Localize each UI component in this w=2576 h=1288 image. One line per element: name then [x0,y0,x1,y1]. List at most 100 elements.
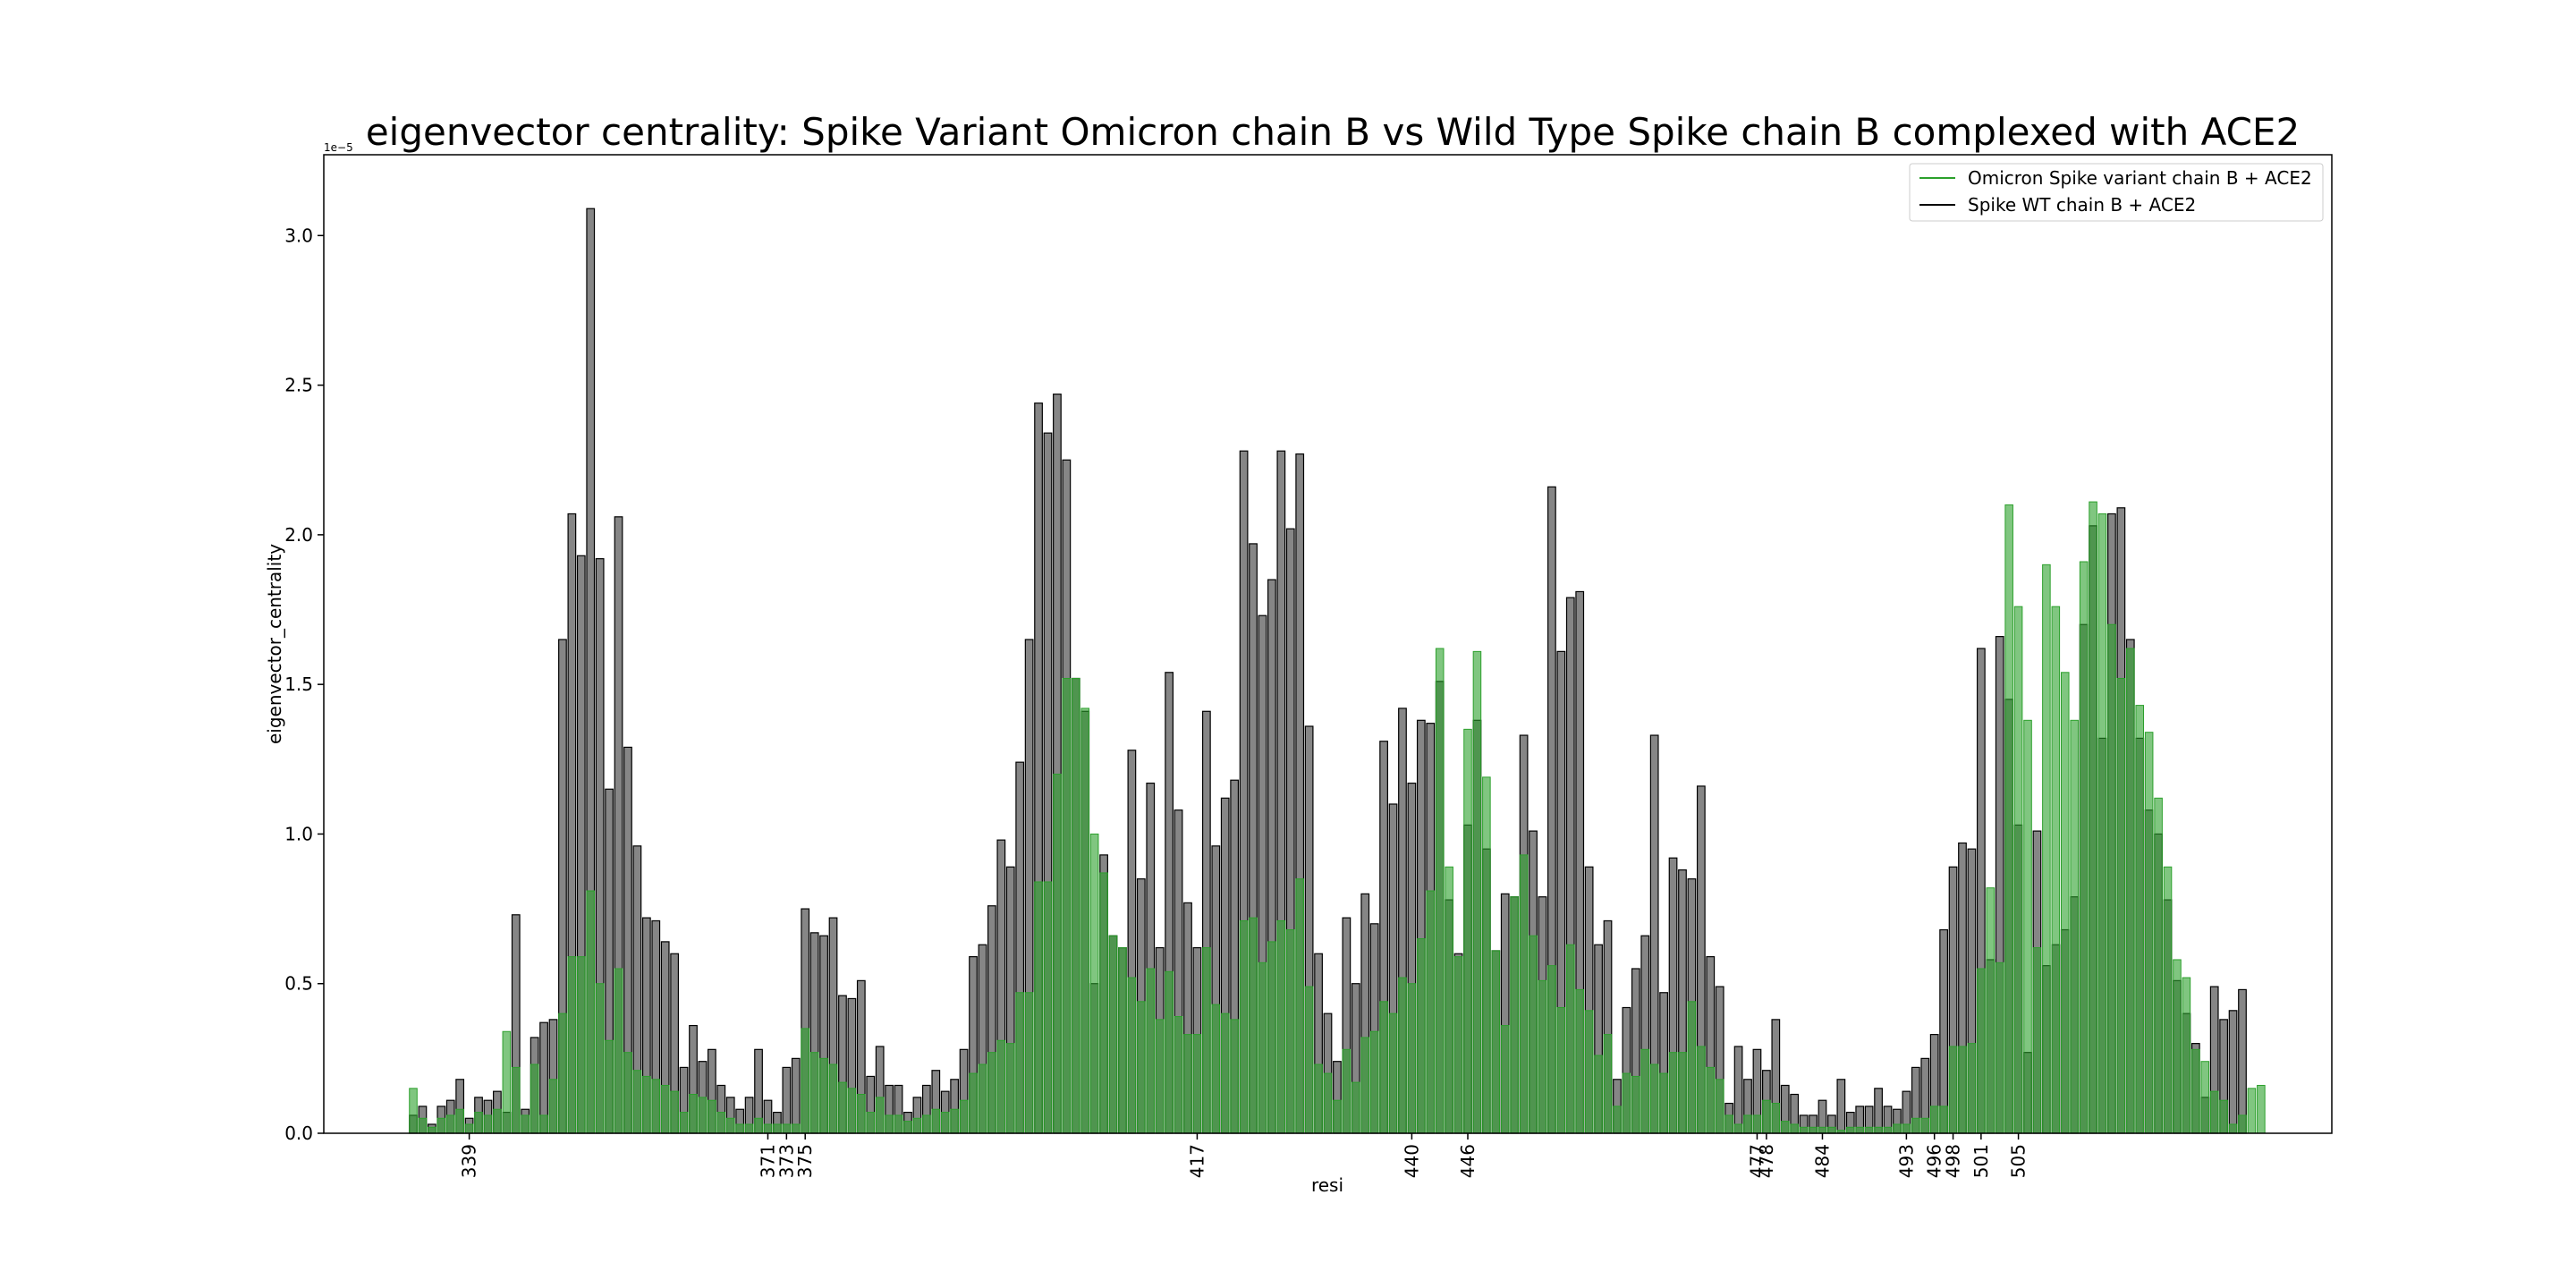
bar-omicron-397 [1005,1043,1015,1134]
bar-omicron-343 [502,1030,512,1134]
bar-omicron-451 [1510,896,1519,1134]
bar-omicron-525 [2200,1061,2210,1134]
bar-omicron-478 [1762,1099,1771,1134]
bar-omicron-425 [1267,941,1276,1134]
bar-omicron-440 [1407,983,1417,1134]
x-tick-label: 505 [2008,1144,2029,1178]
bar-omicron-452 [1519,854,1529,1134]
bar-omicron-405 [1080,708,1090,1134]
x-tick-label: 501 [1970,1144,1992,1178]
x-tick-label: 440 [1401,1144,1422,1178]
bar-omicron-456 [1556,1006,1566,1134]
bar-omicron-361 [670,1090,679,1134]
bar-omicron-476 [1743,1114,1752,1134]
legend-label-wt: Spike WT chain B + ACE2 [1968,194,2196,216]
bar-omicron-338 [455,1108,464,1134]
bar-omicron-472 [1706,1066,1716,1134]
bar-wt-529 [2238,988,2247,1134]
bar-omicron-497 [1939,1106,1948,1134]
bar-omicron-375 [801,1028,809,1134]
bar-omicron-506 [2023,719,2032,1134]
bar-omicron-469 [1678,1052,1687,1134]
bar-omicron-381 [857,1094,866,1134]
bar-omicron-407 [1099,872,1108,1134]
bar-omicron-404 [1072,677,1080,1134]
bar-omicron-473 [1715,1079,1724,1134]
bar-omicron-455 [1547,965,1556,1134]
bar-omicron-391 [950,1108,959,1134]
bar-omicron-489 [1864,1126,1874,1134]
bar-omicron-394 [978,1063,987,1134]
x-tick-label: 477 [1746,1144,1767,1178]
bar-omicron-430 [1314,1063,1323,1134]
bar-omicron-388 [922,1114,931,1134]
bar-omicron-528 [2228,1123,2238,1134]
y-axis-label: eigenvector_centrality [264,544,285,744]
omicron-bars [409,501,2266,1134]
bar-omicron-420 [1220,1013,1230,1134]
bar-omicron-408 [1108,935,1118,1134]
bar-omicron-460 [1594,1055,1603,1134]
bar-omicron-477 [1752,1114,1762,1134]
x-tick-label: 373 [775,1144,797,1178]
bar-omicron-348 [548,1079,558,1134]
bar-omicron-344 [511,1066,521,1134]
bar-omicron-422 [1239,919,1249,1134]
y-tick-label: 2.0 [284,524,313,546]
bar-omicron-521 [2163,866,2173,1134]
bar-omicron-453 [1529,935,1538,1134]
bar-omicron-474 [1724,1114,1733,1134]
bar-omicron-442 [1426,890,1436,1134]
bar-omicron-454 [1538,979,1547,1134]
bar-omicron-479 [1771,1103,1781,1134]
bar-omicron-491 [1883,1126,1893,1134]
x-tick-label: 498 [1943,1144,1964,1178]
bar-omicron-488 [1855,1126,1864,1134]
bar-omicron-461 [1603,1034,1613,1134]
y-axis: 0.0 0.5 1.0 1.5 2.0 2.5 3.0 [284,225,324,1144]
bar-omicron-445 [1453,956,1463,1134]
bar-omicron-517 [2126,648,2135,1134]
bar-omicron-423 [1249,917,1258,1134]
bar-omicron-485 [1827,1126,1836,1134]
bar-omicron-505 [2013,606,2023,1134]
bar-omicron-481 [1790,1123,1799,1134]
bar-omicron-510 [2060,672,2070,1134]
bar-omicron-507 [2032,947,2042,1134]
bar-omicron-376 [809,1052,819,1134]
bar-omicron-438 [1388,1013,1398,1134]
bar-omicron-492 [1893,1123,1902,1134]
bar-wt-373 [782,1066,792,1134]
x-tick-label: 417 [1186,1144,1208,1178]
bar-omicron-400 [1034,881,1043,1134]
bar-omicron-436 [1369,1030,1379,1134]
bar-omicron-406 [1089,833,1099,1134]
bar-omicron-419 [1211,1004,1221,1134]
bar-omicron-501 [1977,968,1986,1134]
bar-omicron-450 [1500,1025,1510,1134]
bar-omicron-337 [445,1114,455,1134]
x-tick-label: 484 [1811,1144,1833,1178]
bar-omicron-443 [1435,648,1445,1134]
bar-omicron-393 [969,1072,978,1134]
bar-omicron-373 [782,1123,792,1134]
bar-omicron-392 [959,1099,969,1134]
bar-omicron-500 [1967,1043,1977,1134]
bar-omicron-398 [1015,992,1024,1134]
bar-omicron-401 [1043,881,1053,1134]
bar-omicron-390 [940,1112,950,1134]
bar-omicron-416 [1183,1034,1192,1134]
bar-wt-475 [1733,1046,1743,1134]
bar-omicron-523 [2182,977,2191,1134]
bar-omicron-504 [2004,504,2013,1134]
bar-omicron-371 [763,1123,773,1134]
bar-omicron-421 [1230,1019,1239,1134]
bar-omicron-526 [2209,1090,2219,1134]
y-tick-label: 2.5 [284,375,313,396]
bar-omicron-374 [792,1123,801,1134]
bar-omicron-439 [1398,977,1407,1134]
bar-omicron-459 [1584,1010,1594,1134]
bar-omicron-434 [1352,1081,1360,1134]
bar-omicron-415 [1174,1016,1183,1134]
